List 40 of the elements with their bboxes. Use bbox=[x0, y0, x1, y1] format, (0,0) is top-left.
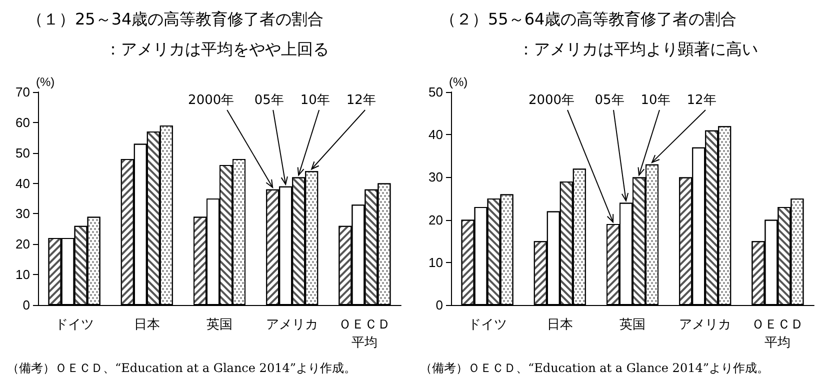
x-tick-label: 英国 bbox=[620, 316, 646, 332]
y-tick-label: 40 bbox=[428, 127, 443, 142]
y-tick-label: 20 bbox=[428, 212, 443, 228]
x-tick-label: アメリカ bbox=[679, 316, 732, 332]
y-tick-label: 50 bbox=[16, 145, 30, 160]
chart-title: （１）25～34歳の高等教育修了者の割合 bbox=[27, 10, 324, 28]
y-tick-label: 0 bbox=[22, 298, 30, 312]
y-tick-label: 60 bbox=[16, 114, 30, 130]
x-tick-label: 日本 bbox=[134, 316, 160, 332]
text: 2000年 bbox=[528, 93, 575, 108]
x-tick-label: ＯＥＣＤ平均 bbox=[752, 316, 804, 350]
y-tick-label: 40 bbox=[16, 176, 30, 191]
x-tick-label: ＯＥＣＤ平均 bbox=[338, 316, 391, 350]
y-axis-title: (%) bbox=[36, 75, 55, 89]
y-tick-label: 10 bbox=[428, 254, 443, 270]
text: 2000年 bbox=[188, 93, 234, 108]
text: （備考）ＯＥＣＤ、“Education at a Glance 2014”より作成。 bbox=[7, 361, 356, 375]
text: 10年 bbox=[640, 93, 670, 108]
x-tick-label: ドイツ bbox=[54, 316, 94, 332]
series-label: 12年 bbox=[686, 93, 716, 108]
text: （備考）ＯＥＣＤ、“Education at a Glance 2014”より作成。 bbox=[420, 361, 769, 375]
y-tick-label: 50 bbox=[428, 84, 443, 100]
y-tick-label: 20 bbox=[16, 236, 30, 252]
text: 05年 bbox=[254, 93, 284, 108]
text: 10年 bbox=[300, 93, 330, 108]
y-tick-label: 30 bbox=[16, 206, 30, 222]
y-tick-label: 70 bbox=[16, 84, 30, 100]
y-tick-label: 10 bbox=[16, 267, 30, 282]
y-axis-title: (%) bbox=[449, 75, 468, 89]
x-tick-label: アメリカ bbox=[266, 316, 318, 332]
x-tick-label: ドイツ bbox=[468, 316, 507, 332]
chart-title: （２）55～64歳の高等教育修了者の割合 bbox=[440, 10, 737, 28]
chart-subtitle: ：アメリカは平均をやや上回る bbox=[105, 40, 329, 58]
y-tick-label: 0 bbox=[436, 298, 443, 312]
text: 05年 bbox=[594, 93, 624, 108]
text: 12年 bbox=[346, 93, 376, 108]
y-tick-label: 30 bbox=[428, 170, 443, 185]
x-tick-label: 日本 bbox=[546, 316, 573, 332]
x-tick-label: 英国 bbox=[206, 316, 232, 332]
chart-subtitle: ：アメリカは平均より顕著に高い bbox=[518, 40, 758, 58]
